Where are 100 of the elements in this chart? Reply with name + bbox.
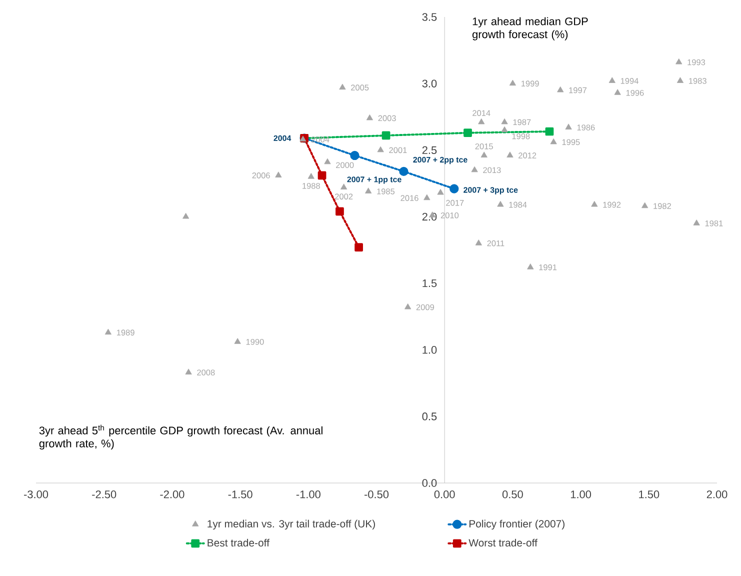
annotation: 1991: [539, 264, 557, 270]
point: [642, 202, 648, 208]
annotation: 2016: [400, 195, 418, 201]
legend-label: Worst trade-off: [468, 538, 538, 547]
point: [497, 200, 504, 207]
y-tick-label: 3.0: [422, 80, 437, 88]
point: [339, 84, 346, 90]
y-tick-label: 2.5: [422, 146, 437, 154]
point: [382, 131, 390, 140]
annotation: 1988: [302, 182, 320, 189]
annotation: 2010: [440, 212, 459, 218]
point: [182, 212, 190, 219]
point: [527, 264, 534, 270]
point: [377, 146, 384, 152]
point: [318, 171, 326, 180]
x-tick-label: -3.00: [24, 490, 48, 498]
y-tick-label: 0.5: [422, 412, 437, 420]
point: [350, 150, 360, 160]
point: [366, 114, 373, 120]
point: [557, 86, 564, 92]
point: [471, 166, 478, 172]
point: [480, 152, 488, 158]
point: [450, 184, 459, 194]
annotation: 2015: [475, 143, 493, 150]
point: [340, 184, 348, 190]
point: [365, 188, 372, 194]
point: [501, 126, 508, 132]
annotation: 1984: [509, 202, 527, 208]
x-tick-label: 0.50: [502, 490, 523, 498]
point: [501, 118, 508, 124]
point: [437, 188, 444, 195]
x-axis-title: 3yr ahead 5$^{th}$ percentile GDP growth forecast (Av. annual growth rate, %): [39, 424, 322, 450]
annotation: 2003: [378, 115, 396, 122]
point: [336, 207, 344, 216]
point: [676, 77, 684, 83]
annotation: 2011: [487, 240, 504, 246]
point: [614, 89, 621, 95]
x-tick-label: 0.00: [434, 490, 455, 498]
y-tick-label: 3.5: [422, 13, 437, 21]
annotation: 1993: [688, 59, 706, 66]
point: [185, 368, 192, 374]
x-tick-label: -1.00: [296, 490, 320, 498]
annotation: 1995: [562, 139, 580, 146]
annotation: 2014: [472, 110, 490, 116]
x-tick-label: -1.50: [228, 490, 252, 498]
annotation: 1992: [603, 202, 621, 208]
point: [308, 172, 314, 179]
annotation: 1985: [377, 188, 395, 194]
annotation: 2012: [518, 152, 536, 158]
x-tick-label: 2.00: [706, 490, 728, 498]
point: [693, 220, 700, 226]
annotation: 2013: [483, 167, 501, 174]
legend-label: Policy frontier (2007): [469, 520, 564, 530]
annotation: 1987: [513, 119, 531, 126]
point: [506, 152, 514, 158]
annotation: 2001: [389, 147, 407, 154]
point: [478, 118, 485, 124]
y-tick-label: 1.0: [422, 346, 437, 354]
x-tick-label: -2.00: [160, 490, 184, 498]
point: [509, 80, 516, 86]
annotation: 2000: [336, 162, 354, 168]
annotation: 1989: [116, 330, 134, 336]
annotation: 2005: [351, 84, 369, 90]
point: [550, 138, 557, 144]
annotation: 1994: [620, 78, 638, 84]
annotation: 1998: [512, 133, 530, 140]
annotation: 2008: [197, 370, 215, 376]
point: [404, 303, 412, 310]
point: [424, 194, 430, 200]
y-axis-title: 1yr ahead median GDP growth forecast (%): [472, 17, 588, 40]
point: [475, 240, 482, 246]
point: [565, 124, 572, 130]
point: [676, 58, 682, 64]
point: [234, 338, 241, 344]
annotation: 1981: [705, 220, 723, 226]
annotation: 1983: [689, 78, 706, 84]
annotation: 1982: [654, 203, 671, 209]
annotation: 2009: [416, 304, 434, 310]
point: [324, 158, 331, 164]
x-tick-label: -2.50: [92, 490, 116, 498]
y-tick-label: 1.5: [422, 279, 437, 288]
annotation: 2006: [252, 172, 270, 178]
legend-label: 1yr median vs. 3yr tail trade-off (UK): [208, 520, 375, 530]
x-tick-label: -0.50: [364, 490, 389, 498]
annotation: 1997: [569, 87, 587, 94]
x-tick-label: 1.00: [570, 490, 592, 498]
point: [354, 243, 363, 252]
annotation: 1996: [626, 90, 644, 96]
point: [608, 77, 616, 83]
annotation: 2002: [335, 194, 353, 200]
point: [464, 128, 472, 138]
y-tick-label: 0.0: [422, 479, 437, 487]
annotation: 1990: [246, 338, 264, 345]
annotation: 2017: [446, 200, 464, 206]
x-tick-label: 1.50: [639, 490, 660, 498]
point: [545, 127, 554, 136]
point: [591, 200, 598, 207]
point: [399, 166, 408, 176]
point: [275, 172, 282, 178]
point: [104, 328, 112, 335]
